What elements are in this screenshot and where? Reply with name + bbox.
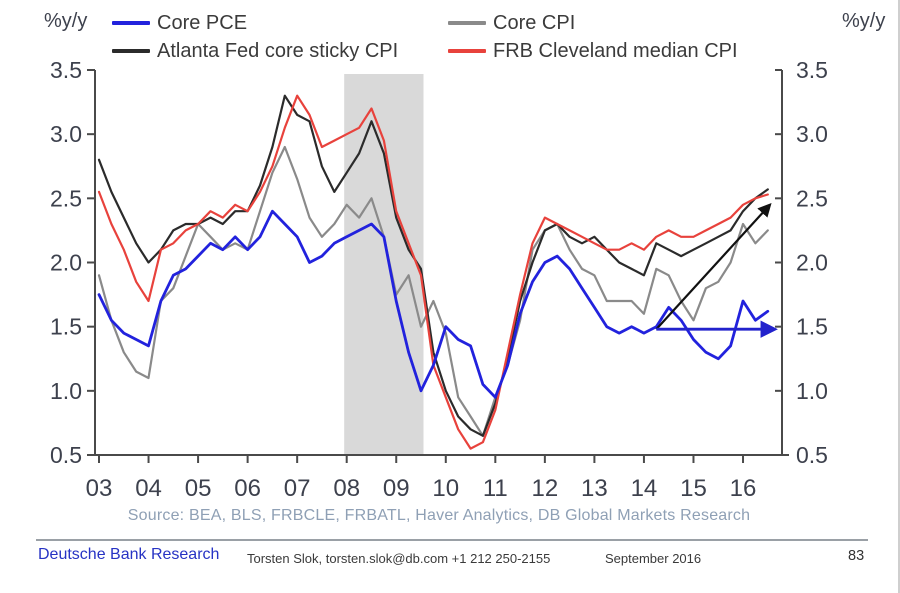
recession-band xyxy=(344,74,424,455)
footer-page-number: 83 xyxy=(848,548,865,564)
svg-text:08: 08 xyxy=(333,475,360,502)
footer-contact: Torsten Slok, torsten.slok@db.com +1 212… xyxy=(247,551,551,566)
svg-text:05: 05 xyxy=(185,475,212,502)
footer-divider xyxy=(36,539,868,541)
svg-text:2.0: 2.0 xyxy=(50,250,82,276)
svg-text:0.5: 0.5 xyxy=(796,442,828,468)
svg-text:07: 07 xyxy=(284,475,311,502)
x-axis-tick-labels: 03 04 05 06 07 08 09 10 11 12 13 14 15 16 xyxy=(86,475,757,502)
svg-text:1.0: 1.0 xyxy=(796,378,828,404)
svg-text:0.5: 0.5 xyxy=(50,442,82,468)
legend-label-atlanta-fed-sticky-cpi: Atlanta Fed core sticky CPI xyxy=(157,40,399,62)
svg-text:2.5: 2.5 xyxy=(50,185,82,211)
series-line-frb-cleveland-median-cpi xyxy=(97,94,769,450)
legend-label-frb-cleveland-median-cpi: FRB Cleveland median CPI xyxy=(493,40,738,62)
svg-text:2.5: 2.5 xyxy=(796,185,828,211)
svg-text:03: 03 xyxy=(86,475,113,502)
legend-item-core-pce: Core PCE xyxy=(112,12,247,34)
svg-text:3.0: 3.0 xyxy=(50,121,82,147)
series-line-core-cpi xyxy=(97,145,769,437)
legend-swatch-core-cpi xyxy=(448,21,486,25)
series-line-atlanta-fed-core-sticky-cpi xyxy=(97,94,769,437)
inflation-measures-chart: 0.5 0.5 1.0 1.0 1.5 1.5 2.0 2.0 2.5 2.5 3.0 3.0 3.5 3… xyxy=(50,57,828,502)
svg-text:1.5: 1.5 xyxy=(50,314,82,340)
y-axis-unit-left: %y/y xyxy=(44,10,88,32)
svg-text:3.0: 3.0 xyxy=(796,121,828,147)
svg-text:13: 13 xyxy=(581,475,608,502)
svg-text:2.0: 2.0 xyxy=(796,250,828,276)
source-note: Source: BEA, BLS, FRBCLE, FRBATL, Haver … xyxy=(127,507,751,524)
footer-date: September 2016 xyxy=(605,551,702,566)
svg-text:3.5: 3.5 xyxy=(796,57,828,83)
footer-brand: Deutsche Bank Research xyxy=(38,546,220,563)
legend-label-core-pce: Core PCE xyxy=(157,12,248,34)
svg-text:09: 09 xyxy=(383,475,410,502)
svg-text:1.5: 1.5 xyxy=(796,314,828,340)
svg-text:15: 15 xyxy=(680,475,707,502)
svg-text:12: 12 xyxy=(532,475,559,502)
legend-label-core-cpi: Core CPI xyxy=(493,12,576,34)
svg-text:10: 10 xyxy=(432,475,459,502)
rising-trend-arrow xyxy=(655,202,772,330)
svg-text:3.5: 3.5 xyxy=(50,57,82,83)
legend-item-frb-cleveland-median-cpi: FRB Cleveland median CPI xyxy=(448,40,738,62)
svg-text:11: 11 xyxy=(483,475,508,502)
legend-swatch-atlanta-fed-sticky-cpi xyxy=(112,49,150,53)
svg-text:04: 04 xyxy=(135,475,162,502)
svg-text:16: 16 xyxy=(730,475,757,502)
legend-swatch-frb-cleveland-median-cpi xyxy=(448,49,486,53)
legend-swatch-core-pce xyxy=(112,21,150,25)
svg-text:14: 14 xyxy=(631,475,658,502)
legend-item-atlanta-fed-sticky-cpi: Atlanta Fed core sticky CPI xyxy=(112,40,398,62)
series-line-core-pce xyxy=(97,209,770,399)
y-axis-tick-labels: 0.5 0.5 1.0 1.0 1.5 1.5 2.0 2.0 2.5 2.5 3.0 3.0 3.5 3… xyxy=(50,57,828,468)
axes xyxy=(87,69,789,463)
legend-item-core-cpi: Core CPI xyxy=(448,12,575,34)
svg-text:1.0: 1.0 xyxy=(50,378,82,404)
svg-text:06: 06 xyxy=(234,475,261,502)
y-axis-unit-right: %y/y xyxy=(842,10,886,32)
